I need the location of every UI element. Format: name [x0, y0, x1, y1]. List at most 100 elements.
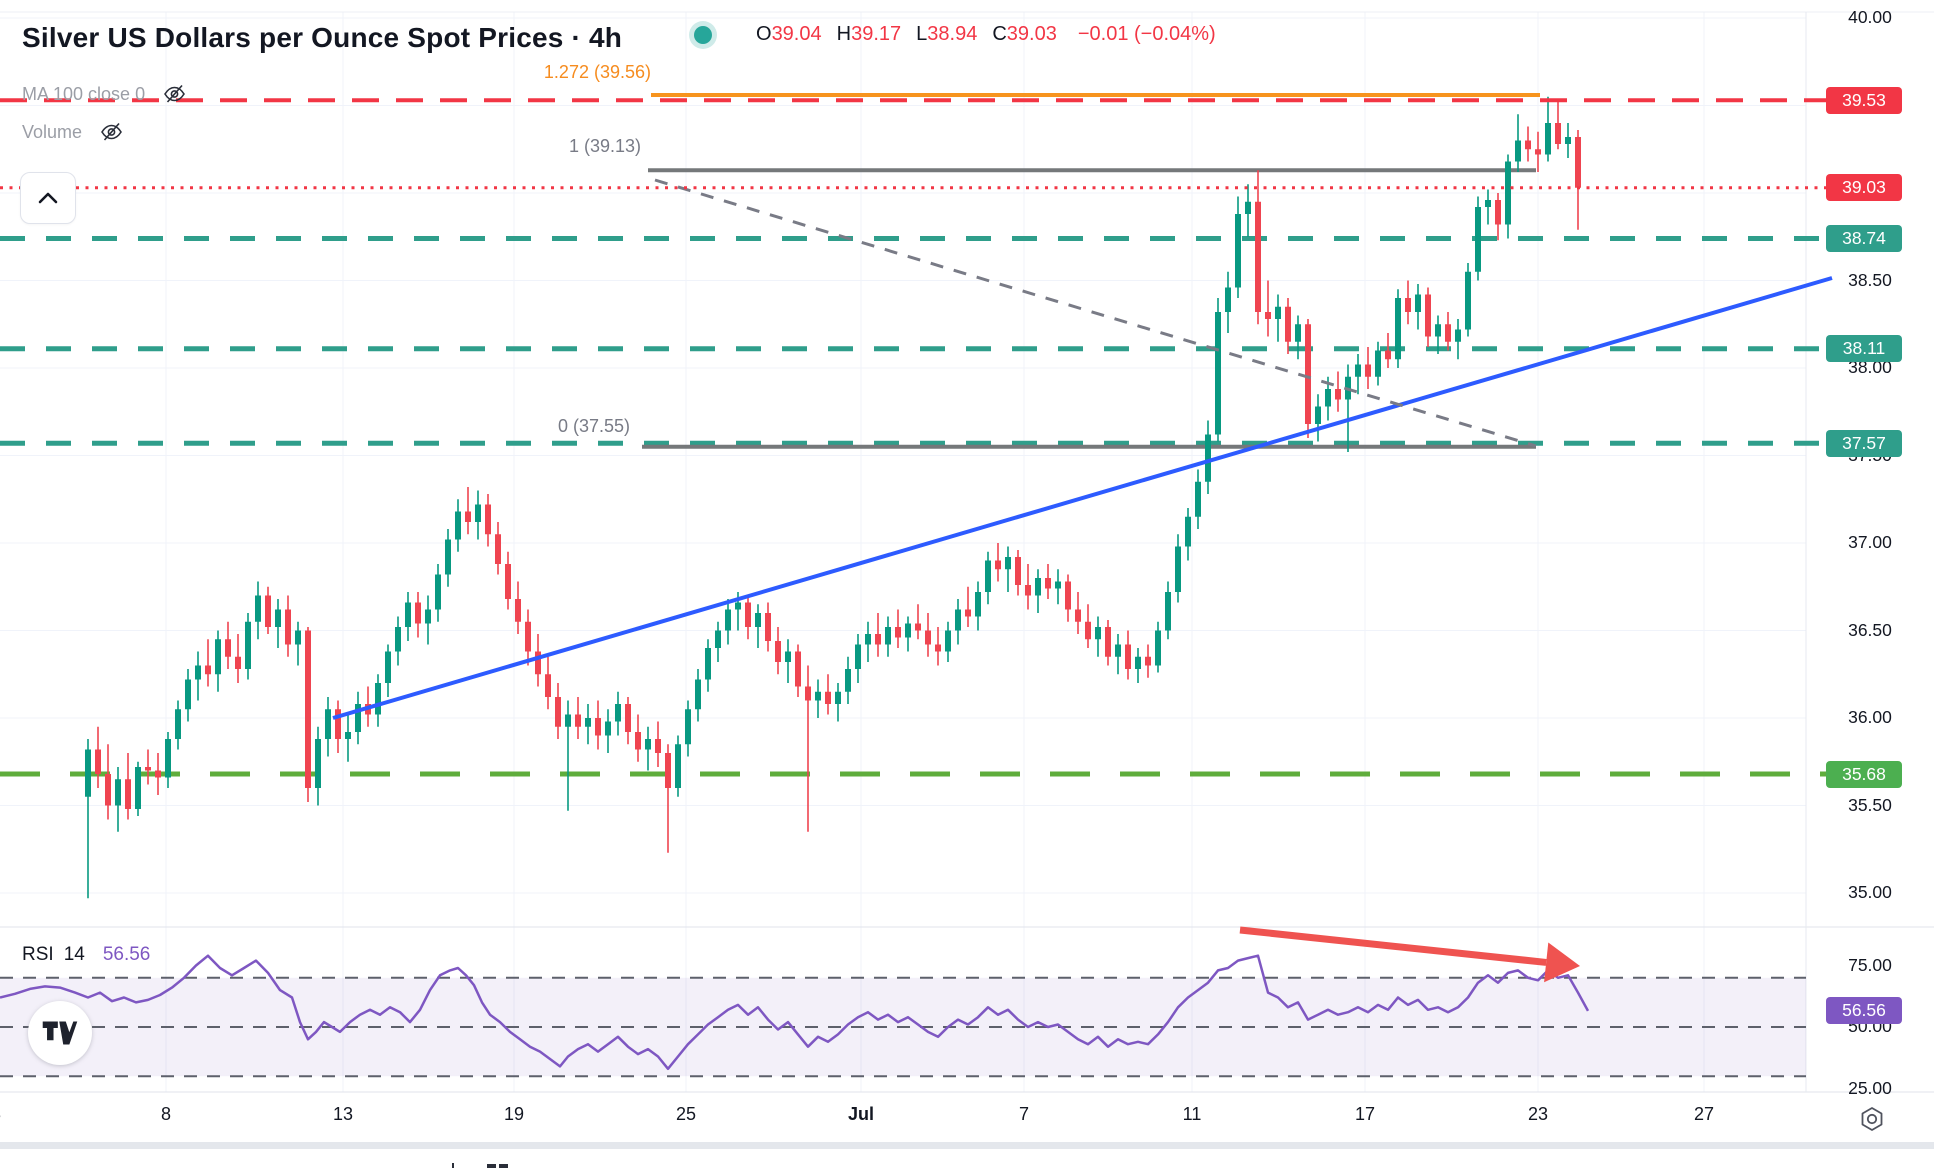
candle-body	[1255, 201, 1261, 312]
rsi-tick-label: 25.00	[1848, 1077, 1892, 1098]
candle-body	[695, 679, 701, 710]
candle-body	[455, 511, 461, 540]
candle-body	[1085, 621, 1091, 640]
candle-body	[945, 630, 951, 652]
candle-body	[745, 602, 751, 627]
candle-body	[1045, 578, 1051, 589]
candle-body	[415, 602, 421, 624]
symbol-title[interactable]: Silver US Dollars per Ounce Spot Prices …	[22, 22, 623, 53]
candle-body	[225, 639, 231, 657]
candle-body	[115, 779, 121, 806]
tradingview-logo[interactable]	[28, 1001, 92, 1065]
candle-body	[1535, 149, 1541, 155]
candle-body	[795, 651, 801, 687]
candle-body	[385, 651, 391, 683]
candle-body	[615, 704, 621, 722]
candle-body	[1415, 294, 1421, 312]
candle-body	[1095, 627, 1101, 640]
price-tick-label: 35.00	[1848, 882, 1892, 902]
indicator-legend: MA 100 close 0 Volume	[22, 82, 188, 144]
price-badge-35.68: 35.68	[1826, 760, 1902, 788]
candle-body	[175, 709, 181, 739]
candle-body	[1015, 557, 1021, 585]
time-label-23: 23	[1527, 1104, 1549, 1124]
candle-body	[1455, 329, 1461, 342]
axis-settings-gear-icon[interactable]	[1857, 1104, 1887, 1134]
candle-body	[445, 539, 451, 575]
candle-body	[245, 621, 251, 669]
candle-body	[1005, 557, 1011, 570]
candle-body	[905, 623, 911, 638]
candle-body	[1395, 298, 1401, 360]
ohlc-h: H39.17	[836, 23, 902, 45]
indicator-label: MA 100 close 0	[22, 83, 146, 104]
collapse-pane-button[interactable]	[20, 172, 76, 224]
fib-level-label: 1.272 (39.56)	[543, 62, 651, 82]
candle-body	[1295, 324, 1301, 342]
candle-body	[1485, 200, 1491, 207]
candle-body	[1275, 306, 1281, 319]
candle-body	[885, 627, 891, 645]
candle-body	[575, 714, 581, 727]
candle-body	[1325, 389, 1331, 407]
candle-body	[395, 627, 401, 652]
candle-body	[605, 721, 611, 736]
candle-body	[275, 609, 281, 627]
candle-body	[1165, 592, 1171, 631]
candle-body	[235, 656, 241, 669]
candle-body	[375, 683, 381, 715]
candle-body	[145, 767, 151, 771]
bottom-strip-separator	[0, 1142, 1934, 1149]
candle-body	[525, 621, 531, 652]
candle-body	[1305, 324, 1311, 424]
candle-body	[435, 574, 441, 610]
price-tick-label: 36.50	[1848, 619, 1892, 640]
candle-body	[305, 630, 311, 788]
candle-body	[825, 691, 831, 704]
candle-body	[1365, 364, 1371, 377]
candle-body	[925, 630, 931, 645]
price-tick-label: 37.00	[1848, 532, 1892, 552]
candle-body	[1495, 200, 1501, 225]
candle-body	[1075, 609, 1081, 622]
candle-body	[975, 592, 981, 617]
rsi-period: 14	[63, 944, 85, 965]
price-change: −0.01 (−0.04%)	[1077, 23, 1216, 45]
candle-body	[635, 732, 641, 750]
ascending-trendline	[332, 276, 1833, 720]
candle-body	[765, 613, 771, 641]
candle-body	[805, 686, 811, 701]
candle-body	[195, 665, 201, 680]
candle-body	[1445, 324, 1451, 342]
candle-body	[1155, 630, 1161, 666]
candle-body	[505, 564, 511, 599]
bearish-arrow-head	[1544, 942, 1580, 983]
candle-body	[155, 770, 161, 778]
candle-body	[965, 609, 971, 617]
eye-off-icon[interactable]	[98, 120, 125, 144]
market-status-dot	[694, 25, 712, 44]
candle-body	[995, 560, 1001, 570]
candle-body	[495, 534, 501, 564]
clipped-bottom-toolbar-glyph	[499, 1164, 508, 1168]
candle-body	[1125, 644, 1131, 669]
candle-body	[1555, 123, 1561, 144]
candle-body	[1545, 123, 1551, 155]
candle-body	[785, 651, 791, 662]
candle-body	[955, 609, 961, 631]
time-label-19: 19	[503, 1104, 525, 1124]
candle-body	[725, 609, 731, 631]
rsi-indicator-legend[interactable]: RSI 14 56.56	[22, 944, 150, 966]
candle-body	[895, 627, 901, 638]
candle-body	[1315, 406, 1321, 424]
price-badge-39.53: 39.53	[1826, 86, 1902, 114]
candle-body	[875, 634, 881, 645]
ohlc-o: O39.04	[756, 23, 822, 45]
candle-body	[1505, 161, 1511, 225]
candle-body	[185, 679, 191, 710]
candle-body	[1265, 312, 1271, 319]
candle-body	[1435, 324, 1441, 337]
eye-off-icon[interactable]	[161, 82, 188, 106]
rsi-tick-label: 75.00	[1848, 954, 1892, 975]
